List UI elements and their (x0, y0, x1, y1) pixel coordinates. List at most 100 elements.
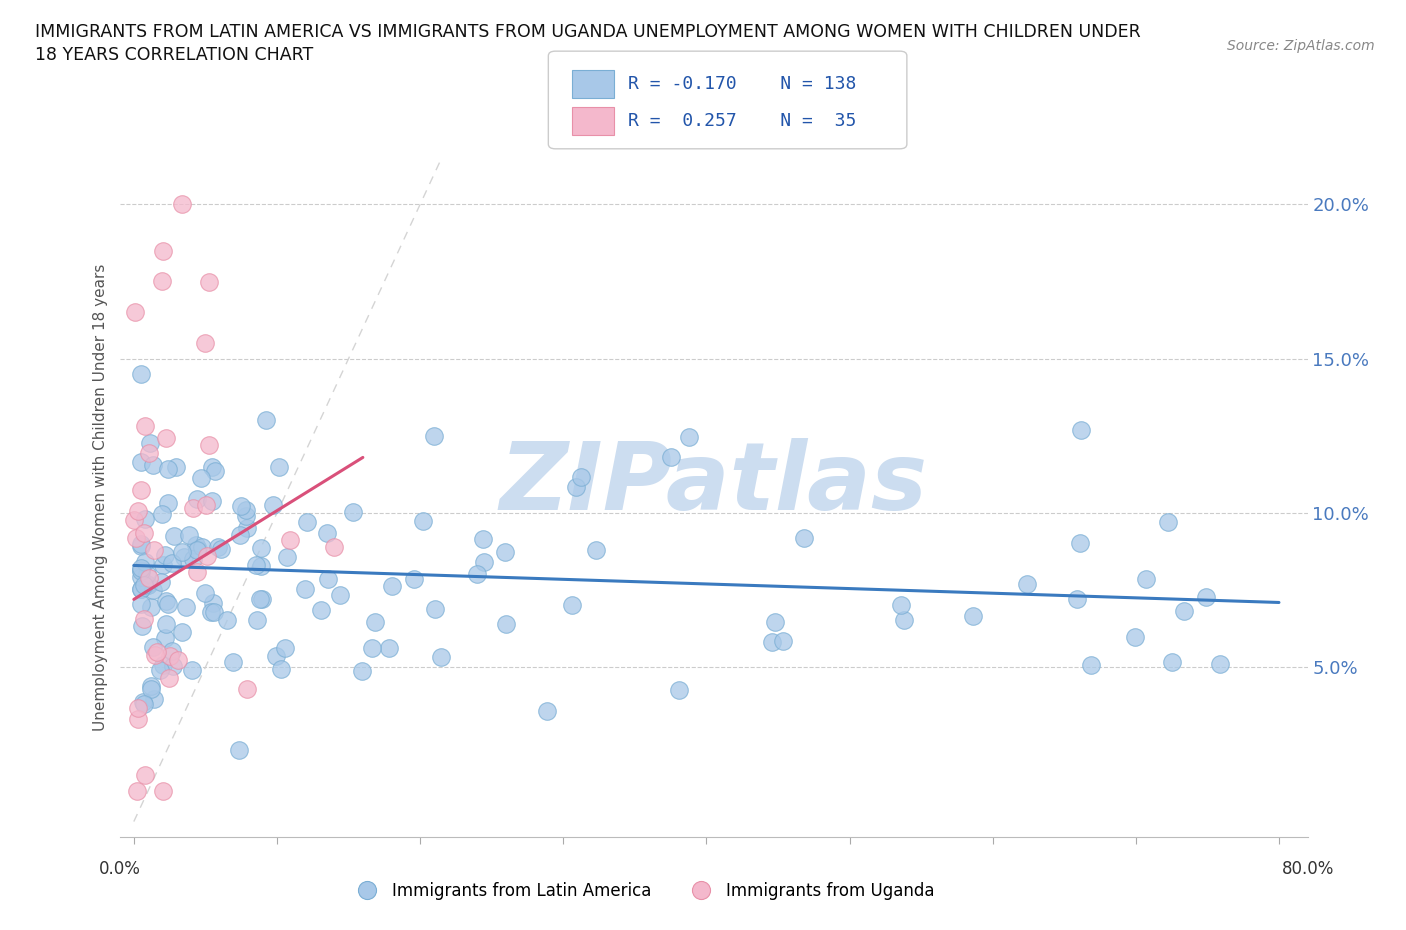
Text: 0.0%: 0.0% (98, 860, 141, 878)
Point (129, 538, 152, 553)
Point (127, 503, 149, 518)
Point (890, 597, 912, 612)
Point (423, 429, 446, 444)
Point (1125, 630, 1147, 644)
Point (1066, 591, 1088, 606)
Point (1135, 571, 1157, 586)
Point (761, 635, 783, 650)
Point (132, 578, 155, 592)
Point (204, 464, 226, 479)
Point (173, 550, 195, 565)
Point (536, 704, 558, 719)
Point (132, 525, 155, 540)
Point (148, 662, 170, 677)
Point (250, 540, 273, 555)
Point (495, 616, 517, 631)
Point (152, 783, 174, 798)
Point (423, 602, 446, 617)
Point (190, 471, 212, 485)
Text: 18 YEARS CORRELATION CHART: 18 YEARS CORRELATION CHART (35, 46, 314, 64)
Point (124, 305, 146, 320)
Point (893, 613, 915, 628)
Point (187, 541, 209, 556)
Point (309, 603, 332, 618)
Point (142, 458, 165, 472)
Point (378, 641, 401, 656)
Point (228, 527, 250, 542)
Point (129, 569, 152, 584)
Point (186, 565, 208, 579)
Point (155, 431, 177, 445)
Point (329, 588, 352, 603)
Point (145, 645, 167, 660)
Point (1015, 577, 1038, 591)
Point (249, 591, 271, 606)
Point (134, 697, 156, 711)
Point (141, 682, 163, 697)
Point (150, 273, 173, 288)
Point (134, 768, 156, 783)
Point (235, 502, 257, 517)
Point (177, 528, 200, 543)
Point (167, 653, 190, 668)
Point (194, 336, 217, 351)
Point (181, 551, 204, 566)
Point (162, 659, 184, 674)
Point (280, 533, 302, 548)
Point (138, 578, 160, 592)
Point (763, 615, 786, 630)
Point (294, 581, 316, 596)
Point (159, 649, 181, 664)
Point (236, 682, 259, 697)
Point (186, 491, 208, 506)
Point (134, 512, 156, 526)
Point (429, 650, 451, 665)
Point (1195, 590, 1218, 604)
Point (155, 593, 177, 608)
Point (350, 663, 373, 678)
Point (201, 595, 224, 610)
Point (153, 631, 176, 645)
Point (678, 429, 700, 444)
Point (152, 244, 174, 259)
Text: Source: ZipAtlas.com: Source: ZipAtlas.com (1227, 39, 1375, 53)
Text: ZIPatlas: ZIPatlas (499, 438, 928, 530)
Point (129, 596, 152, 611)
Point (316, 572, 339, 587)
Point (153, 548, 176, 563)
Point (472, 532, 495, 547)
Point (135, 577, 157, 591)
Point (138, 571, 160, 586)
Point (172, 624, 194, 639)
Point (342, 504, 364, 519)
Point (228, 742, 250, 757)
Point (156, 596, 179, 611)
Point (134, 555, 156, 570)
Point (181, 662, 204, 677)
Point (201, 460, 224, 475)
Point (163, 528, 186, 543)
Point (129, 366, 152, 381)
Point (494, 545, 516, 560)
Point (129, 581, 152, 596)
Point (155, 617, 177, 631)
Point (323, 539, 346, 554)
Point (145, 648, 167, 663)
Text: R = -0.170    N = 138: R = -0.170 N = 138 (628, 74, 856, 93)
Point (138, 445, 160, 460)
Point (131, 695, 153, 710)
Point (200, 604, 222, 619)
Point (152, 658, 174, 672)
Point (129, 454, 152, 469)
Point (191, 539, 214, 554)
Text: 80.0%: 80.0% (1281, 860, 1334, 878)
Point (207, 539, 229, 554)
Point (135, 566, 157, 581)
Point (381, 578, 404, 593)
Point (254, 413, 277, 428)
Point (267, 459, 290, 474)
Point (793, 530, 815, 545)
Point (141, 600, 163, 615)
Point (472, 554, 495, 569)
Point (143, 542, 166, 557)
